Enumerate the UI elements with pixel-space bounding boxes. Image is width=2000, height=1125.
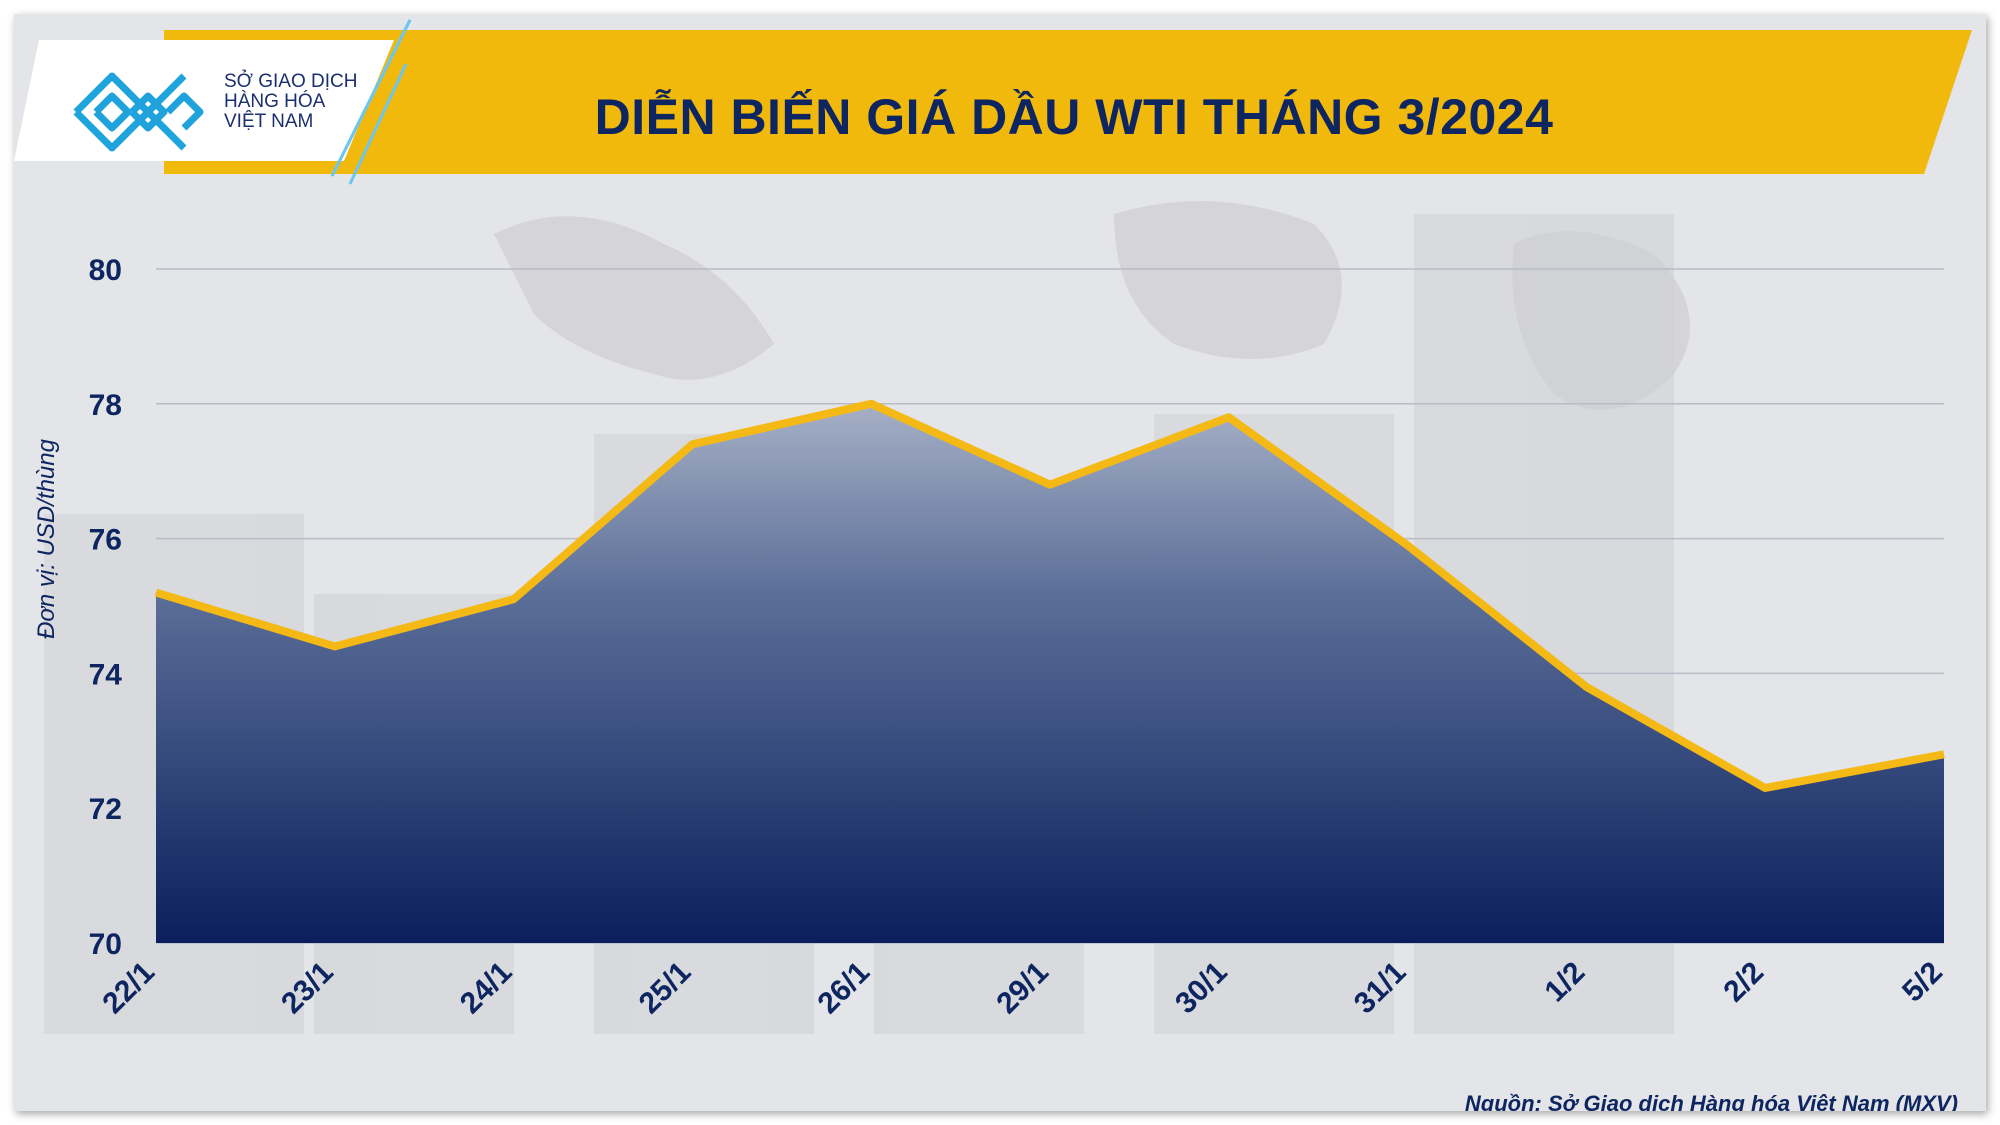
area-series (156, 403, 1944, 943)
y-tick-label: 78 (89, 389, 122, 422)
y-axis-ticks: 70 72 74 76 78 80 (89, 254, 123, 961)
x-tick-label: 22/1 (96, 956, 161, 1021)
y-tick-label: 76 (89, 524, 122, 557)
area-fill (156, 403, 1944, 943)
x-tick-label: 2/2 (1717, 956, 1770, 1009)
logo-panel (14, 40, 394, 161)
x-axis-ticks: 22/1 23/1 24/1 25/1 26/1 29/1 30/1 31/1 1/2 2/2 5/… (96, 956, 1949, 1021)
x-tick-label: 26/1 (812, 956, 877, 1021)
x-tick-label: 23/1 (275, 956, 340, 1021)
chart-frame: SỞ GIAO DỊCH HÀNG HÓA VIỆT NAM DIỄN BIẾN… (14, 14, 1986, 1111)
x-tick-label: 1/2 (1539, 956, 1592, 1009)
y-tick-label: 72 (89, 793, 122, 826)
mxv-logo-icon (73, 72, 204, 152)
x-tick-label: 5/2 (1896, 956, 1949, 1009)
x-tick-label: 24/1 (454, 956, 519, 1021)
y-tick-label: 70 (89, 928, 122, 961)
logo-line-3: VIỆT NAM (224, 111, 314, 132)
area-chart: 70 72 74 76 78 80 22/1 23/1 24/1 25/1 26/1 29/1 30/… (33, 254, 1949, 1021)
x-tick-label: 31/1 (1348, 956, 1413, 1021)
title-banner (14, 19, 1972, 185)
price-line (154, 399, 1945, 792)
banner-yellow-band (164, 30, 1972, 174)
x-tick-label: 30/1 (1169, 956, 1234, 1021)
chart-title: DIỄN BIẾN GIÁ DẦU WTI THÁNG 3/2024 (594, 89, 1554, 145)
x-tick-label: 29/1 (990, 956, 1055, 1021)
y-tick-label: 74 (89, 658, 123, 691)
logo-line-1: SỞ GIAO DỊCH (224, 71, 358, 92)
x-tick-label: 25/1 (633, 956, 698, 1021)
logo-line-2: HÀNG HÓA (224, 91, 326, 112)
source-note: Nguồn: Sở Giao dịch Hàng hóa Việt Nam (M… (1464, 1091, 1958, 1111)
y-tick-label: 80 (89, 254, 122, 287)
logo-text: SỞ GIAO DỊCH HÀNG HÓA VIỆT NAM (224, 72, 394, 132)
y-axis-label: Đơn vị: USD/thùng (33, 438, 60, 639)
